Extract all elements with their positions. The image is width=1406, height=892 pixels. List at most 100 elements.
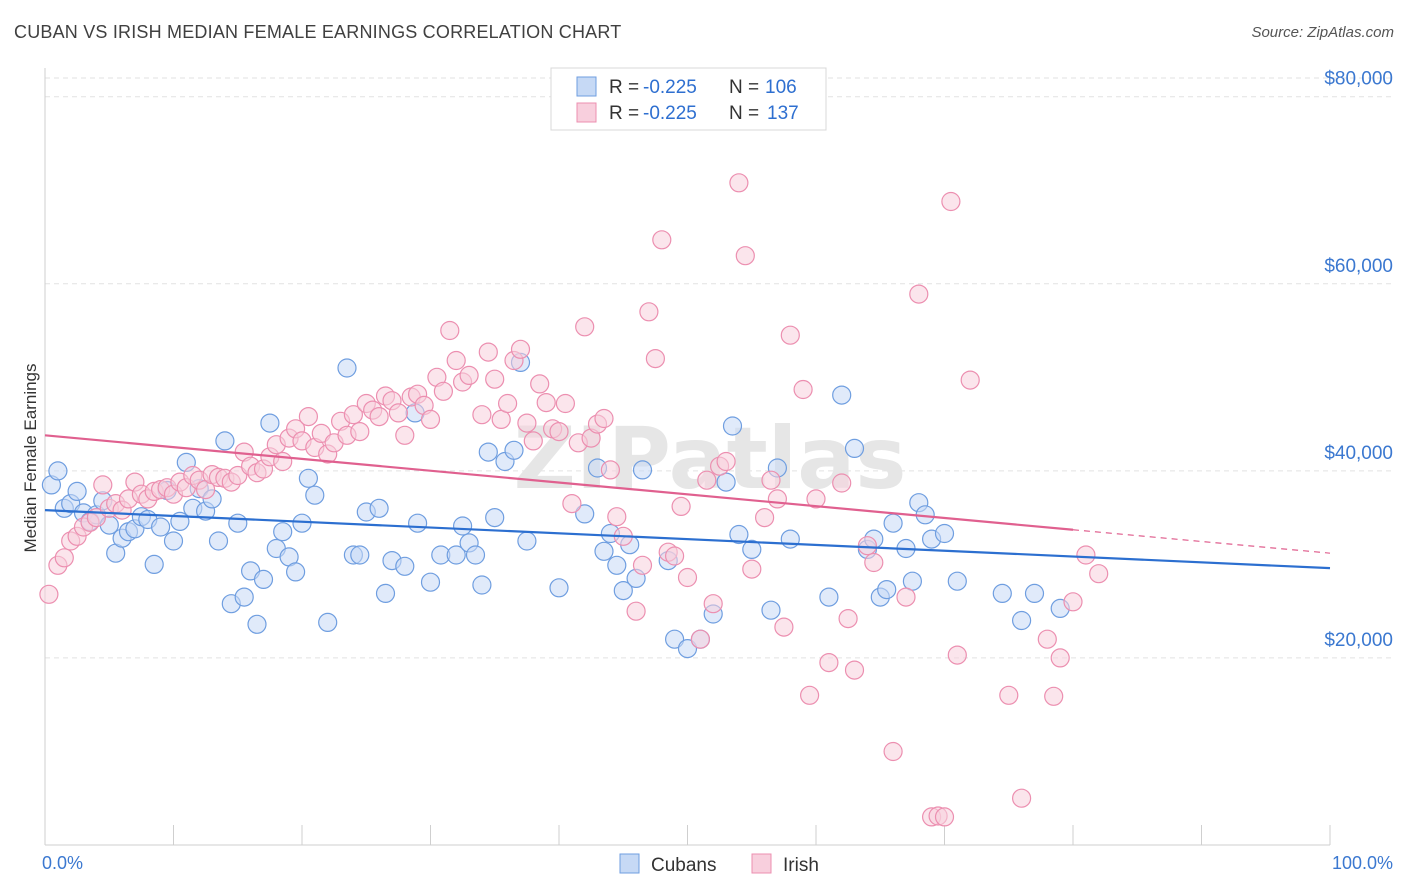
point-cubans-16: [144, 554, 164, 575]
top-legend: R = -0.225 N = 106 R = -0.225 N = 137: [550, 67, 827, 131]
point-irish-133: [1050, 648, 1070, 668]
trend-lines: [44, 434, 1331, 570]
legend-r-label-irish: R =: [609, 103, 639, 124]
point-cubans-41: [305, 485, 325, 505]
x-tick-label-0: 0.0%: [42, 853, 83, 873]
point-cubans-32: [247, 614, 267, 634]
point-irish-128: [960, 370, 980, 390]
point-irish-93: [652, 230, 672, 250]
y-tick-label-1: $40,000: [1324, 443, 1393, 464]
bottom-legend-label-cubans: Cubans: [651, 855, 717, 876]
point-irish-90: [632, 555, 653, 575]
legend-n-label-irish: N =: [729, 103, 759, 124]
point-cubans-27: [215, 431, 235, 451]
point-irish-119: [864, 552, 884, 573]
y-tick-label-3: $80,000: [1324, 69, 1393, 90]
point-irish-75: [530, 374, 550, 394]
point-irish-120: [883, 741, 903, 762]
point-cubans-33: [253, 569, 274, 590]
axes: [44, 68, 1331, 846]
trend-line-irish-extension: [1072, 529, 1331, 554]
legend-n-label-cubans: N =: [729, 77, 759, 98]
point-irish-8: [93, 475, 113, 495]
point-irish-135: [1076, 545, 1096, 565]
point-cubans-63: [504, 440, 524, 460]
point-cubans-56: [453, 516, 473, 536]
source-credit: Source: ZipAtlas.com: [1251, 24, 1394, 41]
bottom-legend-swatch-irish: [751, 853, 772, 874]
point-cubans-77: [664, 629, 685, 649]
point-cubans-40: [298, 468, 318, 488]
bottom-legend-swatch-cubans: [619, 853, 640, 874]
point-cubans-69: [594, 541, 614, 561]
point-irish-86: [600, 460, 621, 480]
point-cubans-1: [48, 461, 68, 481]
point-irish-108: [767, 489, 788, 509]
y-tick-label-2: $60,000: [1324, 256, 1393, 277]
x-tick-label-1: 100.0%: [1332, 853, 1393, 873]
point-irish-68: [485, 369, 505, 389]
point-irish-107: [761, 470, 781, 490]
point-irish-82: [575, 317, 595, 337]
point-irish-113: [806, 489, 826, 509]
point-cubans-29: [228, 513, 248, 533]
point-irish-136: [1089, 564, 1109, 584]
legend-r-value-cubans: -0.225: [643, 77, 697, 98]
point-cubans-67: [575, 504, 595, 524]
point-irish-118: [857, 536, 878, 556]
chart-title: CUBAN VS IRISH MEDIAN FEMALE EARNINGS CO…: [14, 22, 622, 42]
y-tick-labels: $20,000 $40,000 $60,000 $80,000: [1324, 69, 1393, 651]
point-irish-112: [799, 685, 820, 705]
point-irish-127: [947, 645, 967, 665]
point-irish-63: [446, 350, 466, 371]
point-cubans-53: [420, 572, 441, 592]
point-cubans-75: [632, 460, 653, 480]
point-irish-97: [677, 567, 698, 588]
point-irish-74: [523, 431, 543, 451]
point-cubans-34: [260, 413, 280, 433]
point-cubans-17: [151, 517, 171, 537]
point-irish-132: [1044, 686, 1064, 706]
point-cubans-42: [318, 612, 338, 633]
point-cubans-85: [761, 600, 781, 620]
legend-n-value-cubans: 106: [765, 77, 797, 98]
point-irish-61: [433, 381, 453, 401]
point-irish-89: [626, 601, 646, 621]
point-irish-70: [498, 393, 518, 414]
bottom-legend-label-irish: Irish: [783, 855, 819, 876]
point-cubans-105: [1024, 583, 1045, 604]
point-cubans-101: [934, 523, 955, 544]
point-irish-116: [838, 608, 858, 629]
point-irish-102: [716, 451, 736, 472]
point-irish-55: [395, 425, 415, 445]
point-irish-106: [754, 507, 775, 528]
point-irish-99: [697, 470, 717, 490]
point-cubans-102: [947, 571, 967, 591]
point-irish-79: [555, 393, 576, 414]
point-cubans-26: [208, 531, 229, 551]
point-irish-85: [594, 408, 614, 429]
point-cubans-90: [844, 438, 865, 458]
point-irish-110: [780, 325, 800, 345]
series-irish: [39, 173, 1109, 827]
point-irish-80: [562, 494, 582, 514]
point-cubans-50: [395, 556, 415, 576]
point-cubans-52: [408, 513, 428, 533]
point-cubans-84: [742, 539, 762, 560]
y-tick-label-0: $20,000: [1324, 630, 1393, 651]
point-cubans-94: [877, 579, 897, 600]
point-cubans-87: [780, 529, 800, 549]
point-irish-2: [54, 548, 74, 568]
point-cubans-58: [465, 545, 486, 565]
point-cubans-97: [902, 571, 923, 591]
point-irish-67: [478, 342, 498, 362]
point-irish-47: [343, 405, 363, 425]
point-irish-100: [703, 594, 723, 614]
point-irish-73: [517, 413, 537, 433]
point-cubans-66: [549, 578, 569, 598]
point-irish-66: [472, 405, 492, 425]
point-irish-51: [369, 407, 389, 427]
point-irish-117: [844, 660, 865, 680]
point-irish-62: [440, 320, 460, 341]
